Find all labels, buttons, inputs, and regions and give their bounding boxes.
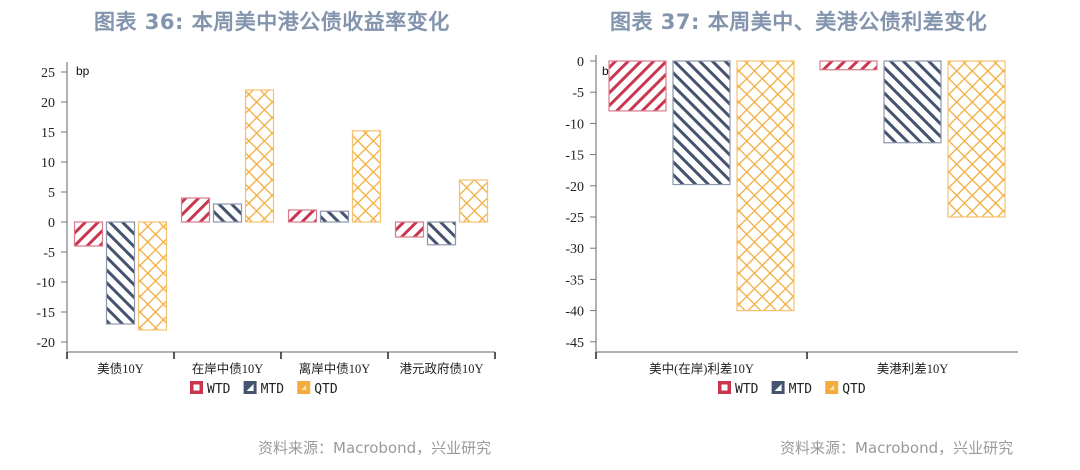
y-tick-label: -15	[565, 149, 584, 164]
y-tick-label: 10	[41, 156, 55, 171]
legend-item-qtd: QTD	[297, 381, 338, 397]
bar-qtd	[244, 89, 275, 223]
chart-36-title: 图表 36: 本周美中港公债收益率变化	[94, 10, 450, 34]
bar-wtd	[608, 60, 667, 112]
y-tick-label: -45	[565, 336, 584, 351]
svg-text:WTD: WTD	[207, 382, 231, 397]
y-tick-label: -10	[565, 117, 584, 132]
bar-mtd	[883, 60, 942, 144]
bar-mtd	[672, 60, 731, 186]
y-tick-label: 20	[41, 96, 55, 111]
svg-text:MTD: MTD	[261, 382, 285, 397]
category-label: 美港利差10Y	[877, 362, 949, 376]
svg-text:MTD: MTD	[789, 382, 813, 397]
y-tick-label: -5	[43, 246, 55, 261]
chart-36-plot: 25 20 15 10 5 0 -5 -10 -15 -20 bp 美债10Y 在岸中债10Y 离岸中债1…	[36, 62, 496, 397]
y-tick-label: -5	[572, 86, 584, 101]
bar-mtd	[212, 203, 243, 223]
y-tick-label: -10	[36, 276, 55, 291]
bar-wtd	[287, 209, 318, 223]
y-tick-label: 0	[48, 216, 55, 231]
bar-mtd	[319, 210, 350, 223]
bar-wtd	[180, 197, 211, 223]
bar-wtd	[73, 221, 104, 247]
svg-text:QTD: QTD	[842, 382, 866, 397]
chart-37-source: 资料来源：Macrobond，兴业研究	[780, 439, 1014, 457]
legend-item-mtd: MTD	[771, 381, 813, 397]
chart-36-source: 资料来源：Macrobond，兴业研究	[258, 439, 492, 457]
bar-qtd	[458, 179, 489, 223]
y-tick-label: -20	[565, 180, 584, 195]
category-label: 美债10Y	[97, 362, 144, 376]
category-label: 在岸中债10Y	[192, 361, 264, 376]
y-tick-label: -25	[565, 211, 584, 226]
bar-wtd	[394, 221, 425, 238]
legend-item-mtd: MTD	[243, 381, 285, 397]
bar-qtd	[351, 130, 382, 223]
svg-text:QTD: QTD	[314, 382, 338, 397]
category-label: 离岸中债10Y	[299, 361, 371, 376]
y-tick-label: 5	[48, 186, 55, 201]
bar-mtd	[105, 221, 136, 325]
category-label: 港元政府债10Y	[399, 361, 483, 376]
bar-mtd	[426, 221, 457, 246]
category-label: 美中(在岸)利差10Y	[649, 361, 754, 376]
y-tick-label: -20	[36, 336, 55, 351]
bar-qtd	[947, 60, 1006, 218]
legend-item-qtd: QTD	[825, 381, 866, 397]
bar-qtd	[137, 221, 168, 331]
chart-37-title: 图表 37: 本周美中、美港公债利差变化	[610, 10, 988, 34]
legend-item-wtd: WTD	[190, 381, 231, 397]
y-tick-label: -15	[36, 306, 55, 321]
svg-text:WTD: WTD	[735, 382, 759, 397]
y-tick-label: -35	[565, 273, 584, 288]
unit-label: bp	[76, 64, 90, 78]
y-tick-label: 25	[41, 66, 55, 81]
y-tick-label: -40	[565, 305, 584, 320]
y-tick-label: 0	[577, 55, 584, 70]
bar-qtd	[736, 60, 795, 312]
y-tick-label: 15	[41, 126, 55, 141]
chart-37-plot: 0-5-10-15-20-25-30-35-40-45bp美中(在岸)利差10Y…	[565, 55, 1018, 397]
y-tick-label: -30	[565, 242, 584, 257]
bar-wtd	[819, 60, 878, 71]
legend-item-wtd: WTD	[718, 381, 759, 397]
